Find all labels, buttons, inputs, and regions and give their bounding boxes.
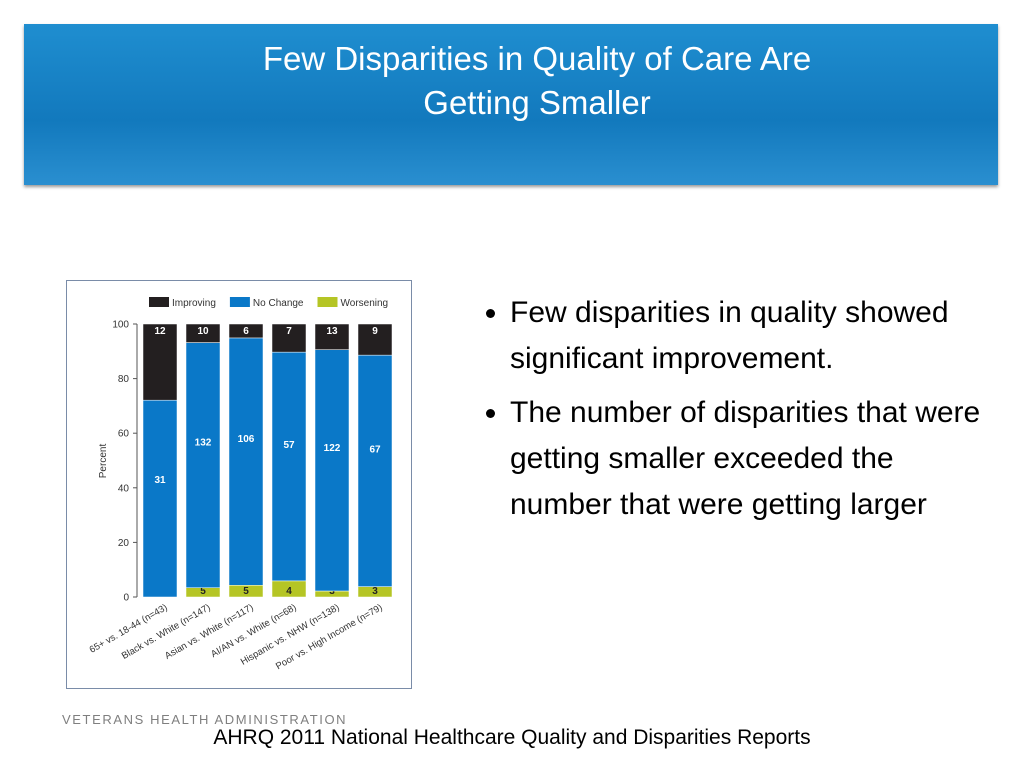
y-tick-label: 80 [118, 374, 130, 385]
y-tick-label: 60 [118, 429, 130, 440]
source: AHRQ 2011 National Healthcare Quality an… [213, 726, 811, 749]
legend-label: Improving [172, 298, 216, 309]
bar-segment [357, 323, 393, 356]
bullet-list: Few disparities in quality showed signif… [470, 290, 1000, 536]
bar-segment [314, 349, 350, 592]
data-label: 106 [238, 434, 255, 445]
bar-segment [142, 399, 178, 598]
data-label: 3 [329, 586, 335, 597]
data-label: 31 [154, 475, 166, 486]
data-label: 3 [372, 586, 378, 597]
chart-frame: 0 20 40 60 80 100 Percent Improving No Change Wor… [66, 280, 412, 689]
y-tick-label: 40 [118, 483, 130, 494]
data-label: 4 [286, 586, 292, 597]
bar-segment [228, 337, 264, 586]
legend-swatch [229, 297, 250, 307]
bar-segment [185, 342, 221, 588]
organization: VETERANS HEALTH ADMINISTRATION [62, 712, 348, 727]
data-label: 122 [324, 443, 341, 454]
data-label: 5 [200, 586, 206, 597]
data-label: 10 [197, 326, 209, 337]
data-label: 13 [326, 326, 338, 337]
y-tick-label: 100 [112, 320, 129, 331]
data-label: 9 [372, 326, 378, 337]
legend-label: No Change [253, 298, 304, 309]
bar-segment [357, 354, 393, 587]
y-tick-label: 20 [118, 538, 130, 549]
bar-segment [185, 323, 221, 343]
bullet: Few disparities in quality showed signif… [510, 290, 1000, 382]
bar-segment [142, 323, 178, 401]
chart: 0 20 40 60 80 100 Percent Improving No Change Wor… [88, 297, 393, 672]
bullet: The number of disparities that were gett… [510, 390, 1000, 528]
data-label: 7 [286, 326, 292, 337]
data-label: 12 [154, 326, 166, 337]
y-tick-label: 0 [123, 593, 129, 604]
bar-segment [271, 323, 307, 353]
bar-segment [228, 323, 264, 339]
bar-segment [271, 351, 307, 582]
data-label: 67 [369, 444, 381, 455]
title-line: Few Disparities in Quality of Care Are [262, 40, 812, 77]
legend-label: Worsening [341, 298, 389, 309]
data-label: 6 [243, 326, 249, 337]
title-line: Getting Smaller [423, 84, 651, 121]
bar-segment [314, 323, 350, 350]
legend-swatch [149, 297, 169, 307]
y-axis-label: Percent [98, 444, 109, 479]
header-band [24, 24, 998, 185]
data-label: 5 [243, 586, 249, 597]
data-label: 132 [195, 438, 212, 449]
legend-swatch [317, 297, 338, 307]
data-label: 57 [283, 440, 295, 451]
